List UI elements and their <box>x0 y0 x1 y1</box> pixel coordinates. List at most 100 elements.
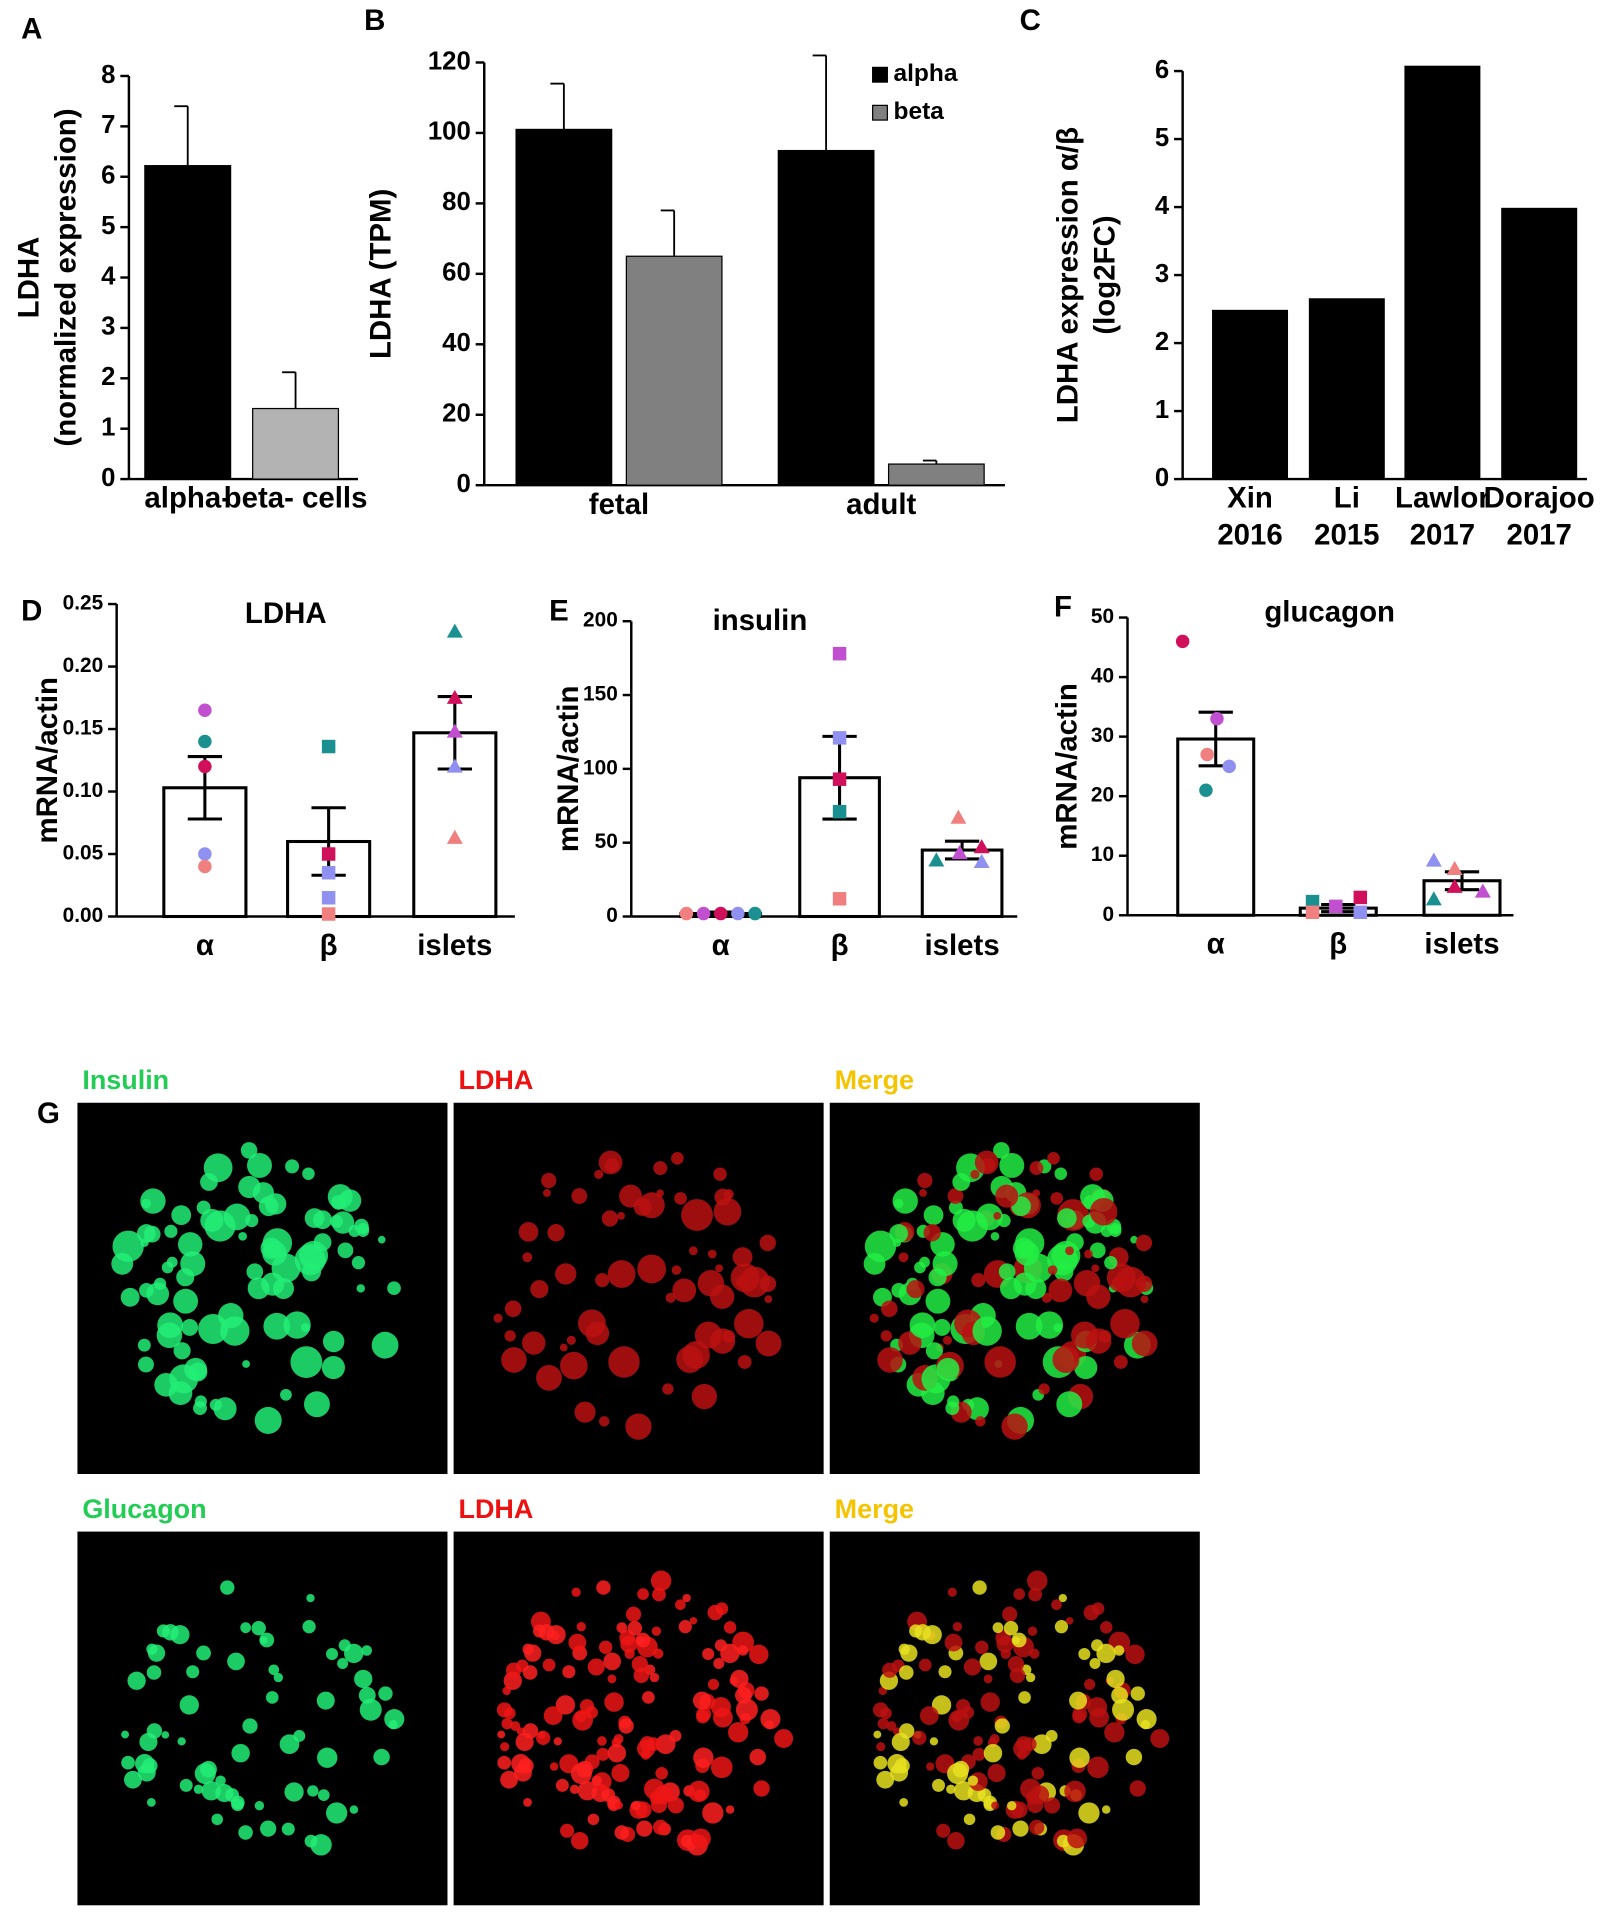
data-point <box>198 860 211 873</box>
stain <box>1032 1767 1045 1780</box>
stain <box>984 1744 1002 1762</box>
data-point <box>714 907 727 920</box>
y-axis-label: (normalized expression) <box>49 108 82 446</box>
stain <box>588 1658 605 1675</box>
data-point <box>1200 748 1213 761</box>
stain <box>1087 1757 1109 1779</box>
stain <box>892 1733 910 1751</box>
stain <box>874 1756 888 1770</box>
stain <box>195 1395 207 1407</box>
y-tick-label: 150 <box>583 683 618 706</box>
stain <box>702 1802 723 1823</box>
stain <box>971 1273 985 1287</box>
stain <box>984 1675 993 1684</box>
stain <box>586 1322 609 1345</box>
stain <box>614 1734 624 1744</box>
stain <box>220 1580 234 1594</box>
y-axis-label: mRNA/actin <box>31 677 64 844</box>
stain <box>373 1749 389 1765</box>
stain <box>672 1279 696 1303</box>
y-tick-label: 60 <box>442 259 471 287</box>
stain <box>713 1708 733 1728</box>
stain <box>200 1209 223 1232</box>
y-tick-label: 6 <box>1155 56 1169 84</box>
stain <box>899 1252 909 1262</box>
stain <box>304 1391 330 1417</box>
stain <box>350 1805 358 1813</box>
stain <box>617 1212 625 1220</box>
stain <box>917 1173 932 1188</box>
stain <box>1137 1709 1157 1729</box>
stain <box>597 1736 607 1746</box>
stain <box>1048 1279 1072 1303</box>
x-tick-label: Lawlor <box>1395 482 1490 515</box>
y-tick-label: 5 <box>1155 124 1169 152</box>
stain <box>1064 1781 1085 1802</box>
bar <box>778 151 874 486</box>
stain <box>533 1624 546 1637</box>
stain <box>162 1731 170 1739</box>
y-tick-label: 2 <box>1155 328 1169 356</box>
stain <box>738 1355 752 1369</box>
stain <box>1052 1346 1079 1373</box>
panel-letter: F <box>1054 591 1072 624</box>
stain <box>774 1729 793 1748</box>
stain <box>910 1312 936 1338</box>
stain <box>641 1749 651 1759</box>
stain <box>615 1801 623 1809</box>
stain <box>516 1733 534 1751</box>
stain <box>934 1319 951 1336</box>
data-point <box>833 731 846 744</box>
stain <box>140 1188 165 1213</box>
microscopy-panel-g: GInsulinLDHAMergeGlucagonLDHAMerge <box>37 1065 1200 1905</box>
stain <box>690 1617 697 1624</box>
y-tick-label: 40 <box>1091 665 1114 688</box>
stain <box>1089 1708 1109 1728</box>
stain <box>570 1785 579 1794</box>
stain <box>881 1300 898 1317</box>
stain <box>991 1801 999 1809</box>
stain <box>870 1314 879 1323</box>
stain <box>157 1312 183 1338</box>
stain <box>306 1594 314 1602</box>
stain <box>981 1692 1000 1711</box>
stain <box>157 1624 170 1637</box>
stain <box>352 1256 365 1269</box>
x-tick-label: islets <box>925 929 1000 962</box>
stain <box>688 1781 709 1802</box>
stain <box>619 1718 634 1733</box>
stain <box>556 1779 569 1792</box>
data-point <box>1222 760 1235 773</box>
stain <box>162 1262 174 1274</box>
y-tick-label: 4 <box>1155 192 1170 220</box>
stain <box>127 1672 145 1690</box>
stain <box>912 1731 926 1745</box>
stain <box>947 1395 959 1407</box>
stain <box>1051 1599 1062 1610</box>
stain <box>148 1645 165 1662</box>
y-tick-label: 0.00 <box>63 904 104 927</box>
stain <box>930 1737 938 1745</box>
stain <box>1030 1161 1044 1175</box>
stain <box>887 1721 897 1731</box>
stain <box>939 1665 952 1678</box>
stain <box>1001 1649 1011 1659</box>
stain <box>993 1212 1001 1220</box>
stain <box>932 1779 945 1792</box>
stain <box>893 1239 901 1247</box>
data-point <box>1354 891 1367 904</box>
y-axis-label: LDHA expression α/β <box>1052 127 1085 423</box>
bar <box>145 166 231 479</box>
stain <box>171 1205 191 1225</box>
stain <box>882 1663 897 1678</box>
stain <box>890 1764 908 1782</box>
stain <box>1150 1729 1169 1748</box>
stain <box>305 1835 318 1848</box>
stain <box>238 1176 260 1198</box>
data-point <box>322 740 335 753</box>
stain <box>730 1670 748 1688</box>
stain <box>1090 1198 1118 1226</box>
panel-letter: A <box>21 12 42 45</box>
data-point <box>322 891 335 904</box>
stain <box>572 1588 581 1597</box>
